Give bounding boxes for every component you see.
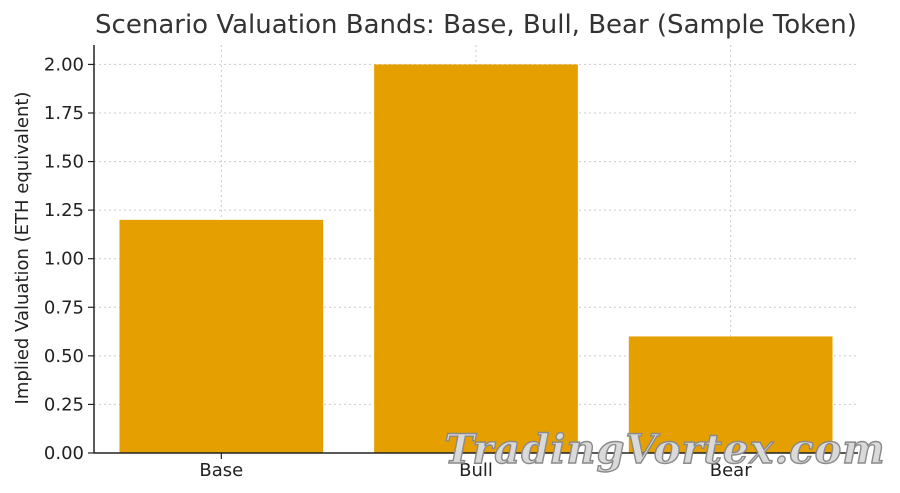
bar-bear: [628, 336, 833, 453]
bar-base: [119, 219, 324, 453]
y-tick-label: 2.00: [44, 54, 84, 75]
x-tick-label: Bull: [459, 460, 493, 481]
watermark-logo: TradingVortex.com: [444, 426, 885, 473]
y-tick-label: 0.50: [44, 346, 84, 367]
y-tick-label: 1.00: [44, 249, 84, 270]
bars-layer: [119, 64, 833, 453]
x-tick-label: Base: [199, 460, 243, 481]
bar-bull: [374, 64, 578, 453]
chart-title: Scenario Valuation Bands: Base, Bull, Be…: [95, 10, 857, 40]
y-tick-label: 0.00: [44, 443, 84, 464]
y-tick-label: 0.25: [44, 394, 84, 415]
y-tick-label: 1.25: [44, 200, 84, 221]
x-tick-label: Bear: [710, 460, 752, 481]
axes-layer: 0.00 0.25 0.50 0.75 1.00 1.25 1.50 1.75 2.00 Base…: [44, 45, 858, 481]
y-tick-label: 0.75: [44, 297, 84, 318]
y-tick-label: 1.75: [44, 103, 84, 124]
y-axis-label: Implied Valuation (ETH equivalent): [12, 92, 33, 405]
y-tick-label: 1.50: [44, 152, 84, 173]
